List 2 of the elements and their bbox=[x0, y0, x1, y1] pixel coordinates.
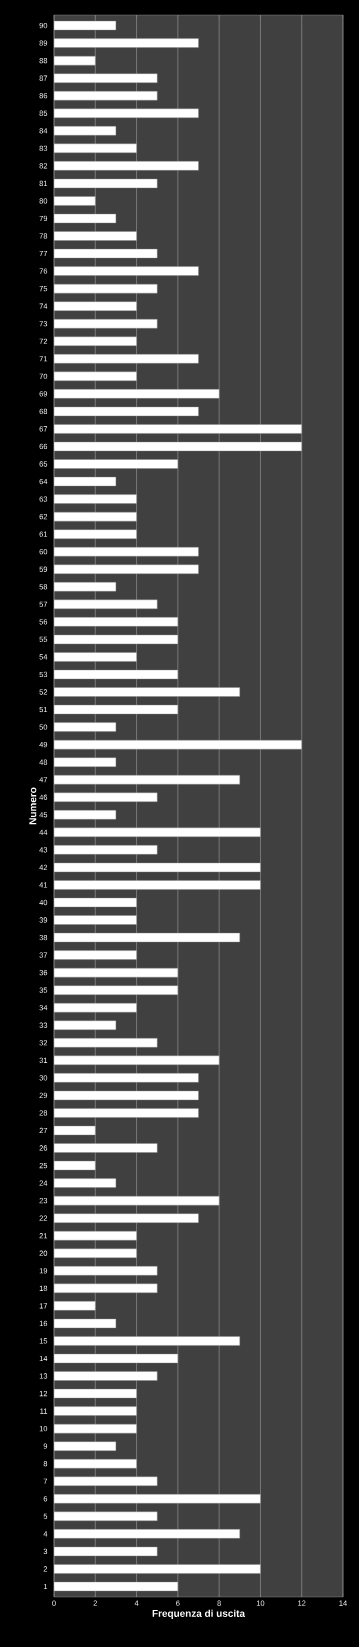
y-axis-title: Numero bbox=[29, 787, 37, 825]
x-axis-title: Frequenza di uscita bbox=[152, 1609, 246, 1619]
